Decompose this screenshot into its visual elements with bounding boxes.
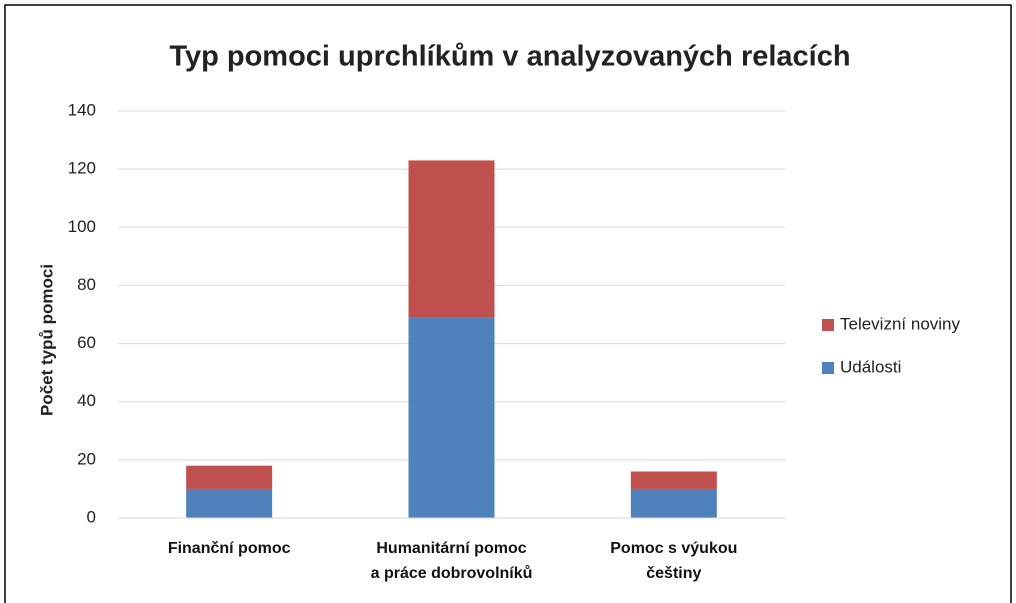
x-tick-label: Pomoc s výukou češtiny: [610, 540, 738, 582]
legend-label: Televizní noviny: [840, 314, 961, 333]
bar-segment: [630, 471, 717, 489]
y-axis-label: Počet typů pomoci: [37, 264, 56, 416]
y-tick-label: 140: [68, 100, 96, 119]
y-tick-label: 100: [68, 217, 96, 236]
bar-segment: [408, 160, 495, 318]
x-tick-label: Finanční pomoc: [167, 540, 291, 557]
bar-segment: [186, 488, 273, 518]
x-tick-label: Humanitární pomoc a práce dobrovolníků: [370, 540, 533, 582]
legend-swatch: [822, 362, 834, 374]
y-tick-label: 120: [68, 159, 96, 178]
y-tick-label: 60: [77, 333, 96, 352]
y-tick-label: 80: [77, 275, 96, 294]
bar-segment: [630, 488, 717, 518]
legend-swatch: [822, 319, 834, 331]
bar-segment: [408, 317, 495, 518]
chart-title: Typ pomoci uprchlíkům v analyzovaných re…: [169, 41, 850, 73]
bar-segment: [186, 465, 273, 489]
y-tick-label: 0: [87, 507, 96, 526]
y-tick-label: 40: [77, 391, 96, 410]
y-tick-label: 20: [77, 449, 96, 468]
legend-label: Události: [840, 357, 901, 376]
chart-border: [4, 4, 1012, 603]
